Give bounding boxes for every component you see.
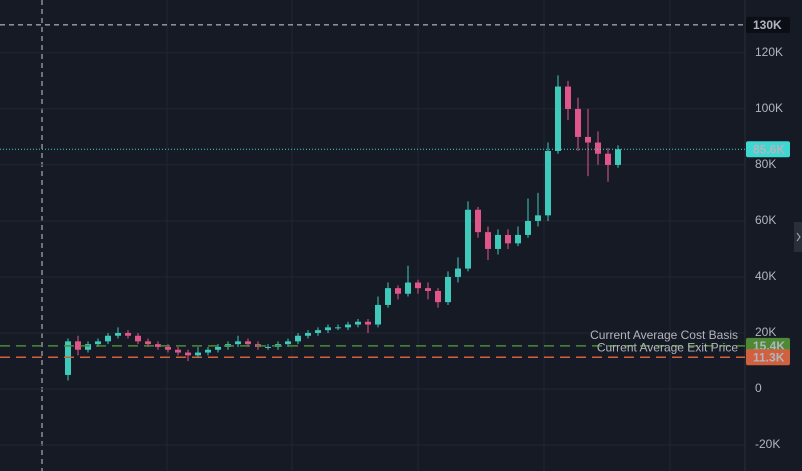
candle-body [475,209,481,233]
candle-body [465,209,471,269]
candle-body [395,288,401,294]
candle-body [75,341,81,350]
candle-body [135,335,141,342]
candle-body [445,276,451,303]
y-tick-label: 40K [755,269,776,283]
candle-body [505,234,511,244]
candle-body [245,341,251,345]
price-label: 85.6K [753,142,785,156]
candle-body [105,335,111,342]
candle-body [455,268,461,277]
candle-body [325,327,331,331]
candle-body [615,149,621,165]
candle-body [145,341,151,345]
candle-body [405,282,411,294]
candle-body [165,346,171,350]
candle-body [355,321,361,325]
candle-body [375,304,381,325]
candle-body [335,327,341,329]
scroll-arrow[interactable] [794,222,802,252]
candle-body [415,282,421,289]
candle-body [575,108,581,137]
candle-body [555,86,561,151]
candle-body [595,142,601,154]
candle-body [565,86,571,109]
y-tick-label: 100K [755,101,783,115]
candle-body [435,290,441,303]
candle-body [525,220,531,235]
y-tick-label: -20K [755,437,780,451]
price-label-box [746,349,790,366]
candle-body [605,153,611,165]
candle-body [315,330,321,333]
candle-body [195,352,201,356]
scroll-button[interactable] [794,222,802,252]
candle-body [85,344,91,350]
candle-body [365,321,371,325]
candle-body [515,234,521,244]
candle-body [305,332,311,336]
candle-body [385,288,391,305]
candle-body [425,288,431,291]
y-tick-label: 60K [755,213,776,227]
y-tick-label: 0 [755,381,762,395]
candle-body [235,341,241,345]
candle-body [205,349,211,353]
price-line-label: Current Average Exit Price [597,340,739,354]
price-label: 130K [753,18,782,32]
candle-body [545,150,551,216]
price-label-box [746,16,790,33]
candle-body [535,215,541,221]
arrow-icon [796,232,801,242]
candle-body [125,332,131,336]
candle-body [295,335,301,342]
candle-body [95,341,101,345]
candle-body [175,349,181,353]
candle-body [155,344,161,347]
candle-body [185,352,191,356]
candle-body [65,341,71,375]
y-tick-label: 140K [755,0,783,3]
candle-body [485,232,491,249]
candle-body [495,234,501,249]
price-line-label: Current Average Cost Basis [590,328,738,342]
price-label: 11.3K [753,350,785,364]
candle-body [585,136,591,143]
y-tick-label: 80K [755,157,776,171]
candle-body [215,346,221,350]
candle-body [285,341,291,345]
candle-body [345,324,351,328]
candle-body [115,332,121,336]
y-tick-label: 120K [755,45,783,59]
y-tick-label: 20K [755,325,776,339]
x-grid [166,0,671,471]
price-label-box [746,141,790,158]
candle-body [265,346,271,348]
